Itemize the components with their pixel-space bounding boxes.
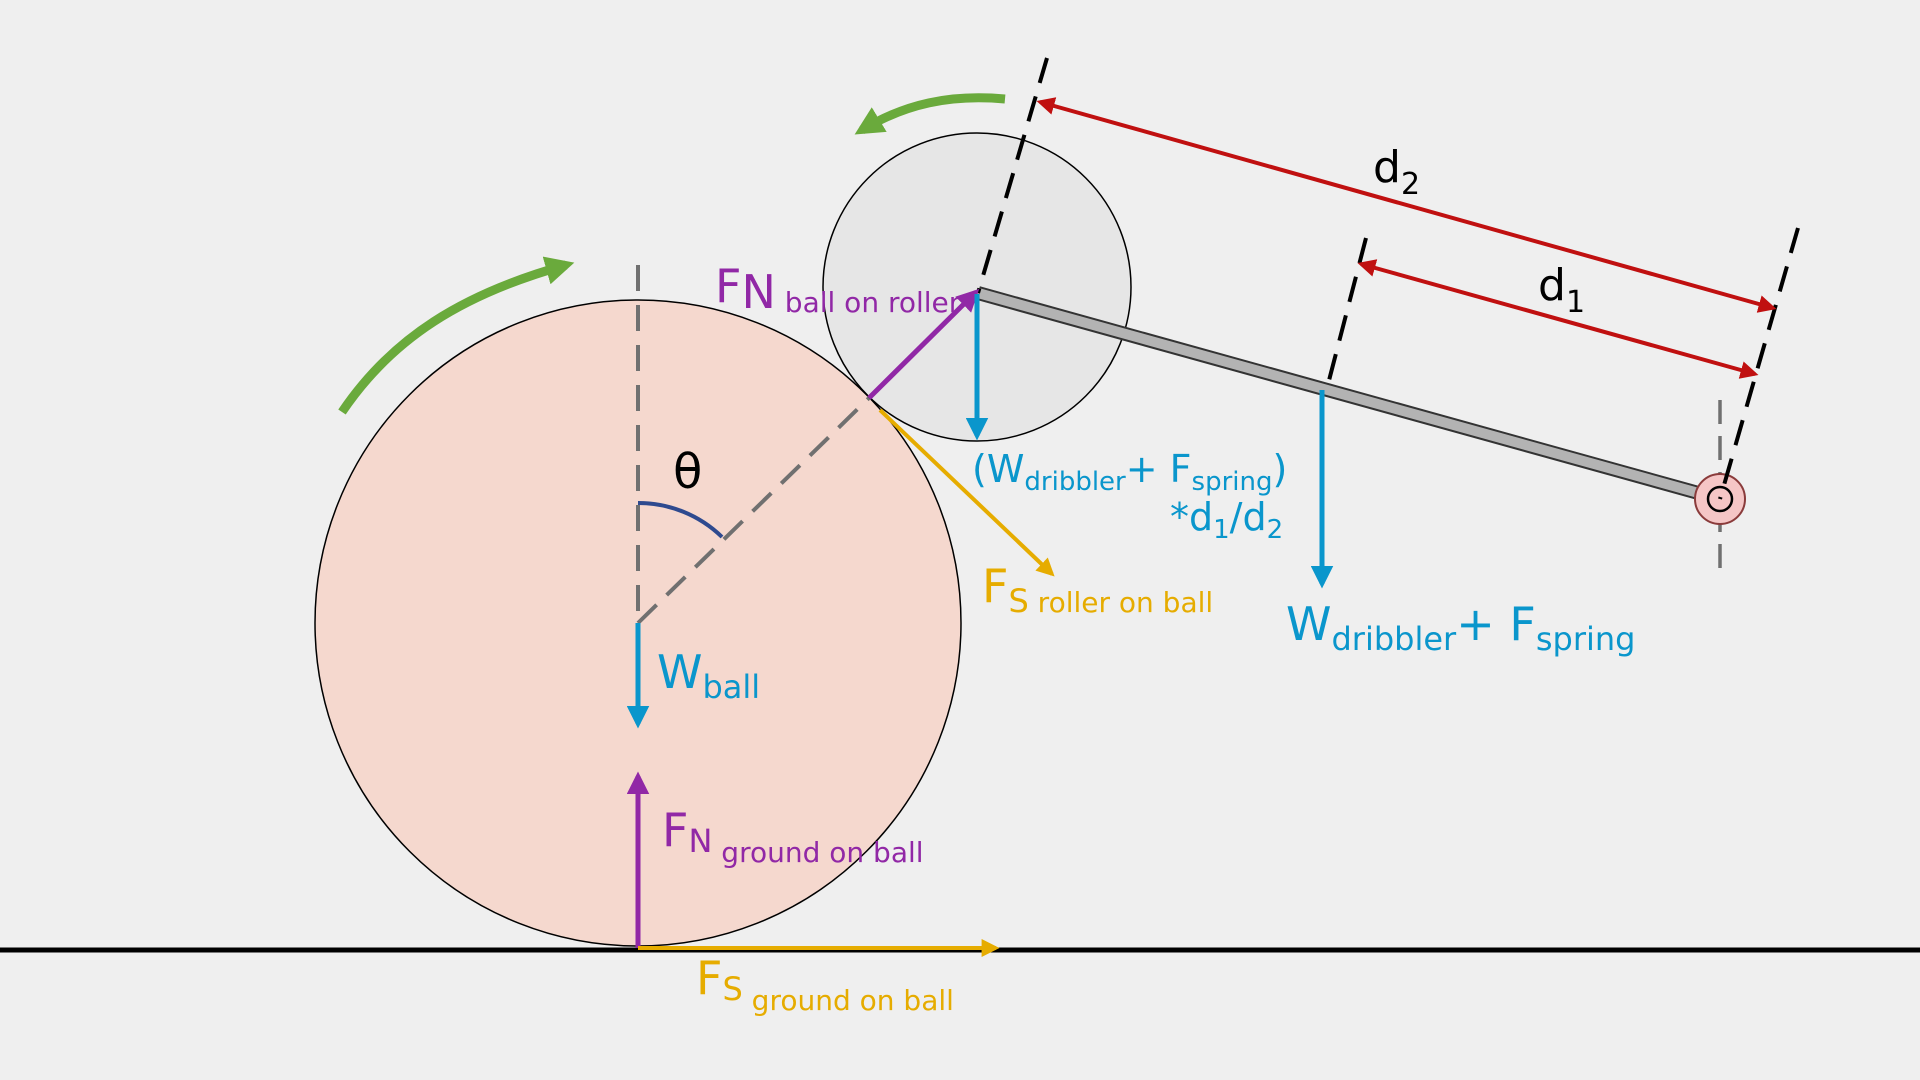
ball-contact-radius	[636, 396, 871, 625]
fn-ground-on-ball-label: FN ground on ball	[662, 803, 924, 869]
theta-arc	[637, 500, 724, 539]
fs-roller-on-ball-arrow	[878, 408, 1055, 577]
d1-label: d1	[1538, 260, 1585, 320]
d2-label: d2	[1373, 142, 1420, 202]
dribbler-arm	[976, 288, 1722, 504]
d2-ref-line-left	[976, 57, 1049, 294]
w-ball-label: Wball	[657, 645, 760, 706]
ball-rotation-arrow	[338, 256, 575, 415]
fn-ball-on-roller-arrow	[867, 288, 980, 400]
fs-roller-on-ball-label: FS roller on ball	[982, 559, 1213, 620]
pivot-ref-line	[1718, 227, 1800, 500]
arm-force-label: Wdribbler+ Fspring	[1286, 597, 1635, 658]
theta-label: θ	[673, 444, 702, 500]
scaled-force-label-line1: (Wdribbler+ Fspring)	[972, 447, 1287, 497]
d1-arrow	[1357, 259, 1759, 379]
pivot-inner	[1706, 485, 1734, 513]
scaled-force-label-line2: *d1/d2	[1170, 495, 1283, 545]
d1-ref-line-left	[1324, 237, 1368, 393]
fs-ground-on-ball-label: FS ground on ball	[696, 951, 954, 1017]
fn-ball-on-roller-label: FN ball on roller	[715, 259, 961, 319]
roller-rotation-arrow	[854, 93, 1006, 135]
